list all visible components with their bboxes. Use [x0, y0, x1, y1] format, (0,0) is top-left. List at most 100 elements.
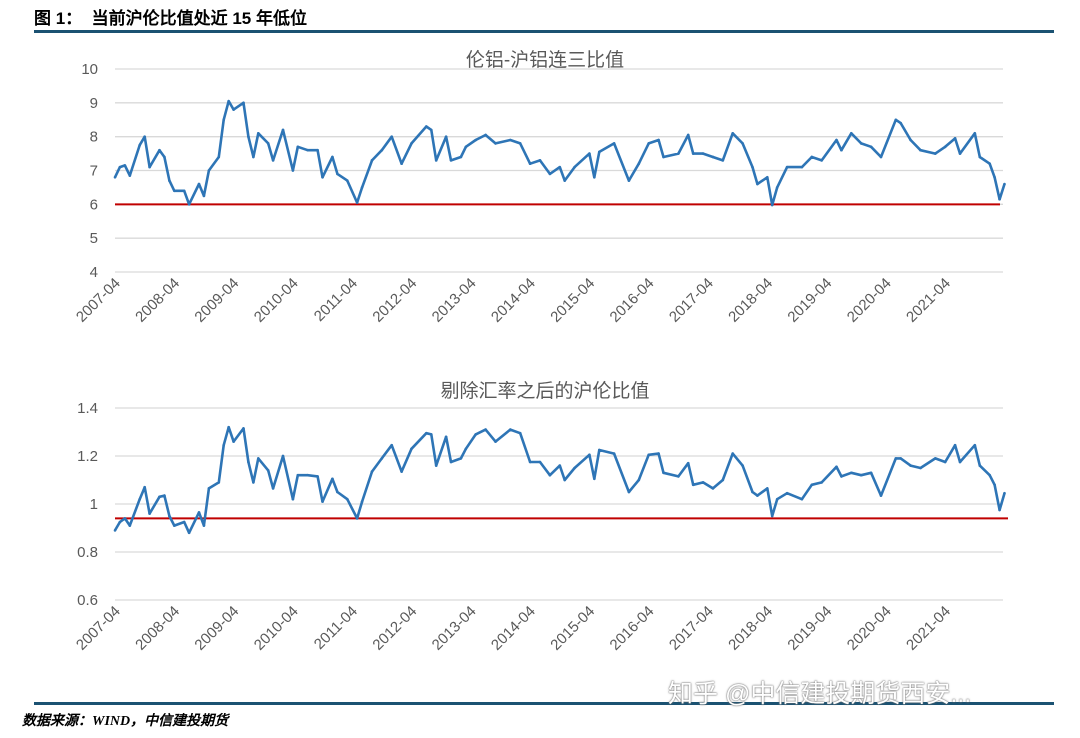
data-point: [390, 135, 394, 138]
data-point: [197, 511, 201, 514]
data-point: [434, 159, 438, 162]
data-point: [538, 460, 542, 464]
data-point: [662, 155, 665, 159]
y-tick-label: 1: [90, 496, 98, 513]
data-point: [637, 162, 641, 166]
x-tick-label: 2016-04: [607, 603, 658, 654]
data-point: [988, 162, 991, 166]
data-point: [835, 138, 838, 142]
x-tick-label: 2010-04: [251, 275, 302, 326]
data-point: [113, 175, 117, 179]
data-point: [973, 443, 977, 447]
data-point: [331, 155, 334, 159]
data-point: [232, 440, 235, 443]
data-point: [252, 481, 255, 484]
data-point: [756, 182, 759, 186]
x-tick-label: 2018-04: [725, 603, 776, 654]
data-point: [187, 203, 191, 206]
data-point: [998, 508, 1001, 512]
data-point: [721, 159, 725, 162]
data-point: [484, 428, 487, 431]
data-point: [879, 155, 883, 159]
x-tick-label: 2017-04: [666, 275, 717, 326]
data-point: [217, 155, 221, 159]
data-point: [548, 473, 552, 477]
data-point: [449, 460, 453, 464]
data-point: [222, 443, 226, 447]
x-tick-label: 2019-04: [784, 603, 835, 654]
data-point: [993, 483, 996, 487]
x-tick-label: 2020-04: [844, 603, 895, 654]
data-point: [879, 494, 883, 497]
data-point: [558, 464, 562, 467]
data-point: [474, 433, 478, 436]
x-tick-label: 2015-04: [547, 603, 598, 654]
data-point: [859, 473, 863, 477]
x-tick-label: 2007-04: [73, 275, 124, 326]
data-point: [766, 175, 769, 179]
data-point: [785, 165, 789, 169]
data-point: [958, 152, 962, 155]
data-point: [810, 483, 814, 487]
data-point: [627, 179, 631, 182]
data-point: [731, 452, 735, 455]
data-point: [306, 473, 310, 477]
y-tick-label: 7: [90, 163, 98, 180]
data-point: [869, 145, 873, 149]
data-point: [202, 524, 206, 527]
data-point: [242, 101, 245, 105]
top-rule: [34, 30, 1054, 33]
data-point: [894, 457, 898, 460]
data-point: [612, 452, 616, 455]
x-tick-label: 2020-04: [844, 275, 895, 326]
data-point: [573, 466, 576, 470]
data-point: [182, 520, 186, 524]
data-point: [291, 169, 295, 172]
data-point: [128, 524, 132, 527]
data-point: [869, 471, 873, 475]
data-point: [494, 142, 497, 145]
data-point: [271, 487, 275, 490]
x-tick-label: 2012-04: [369, 275, 420, 326]
data-point: [593, 175, 596, 179]
data-point: [173, 189, 176, 193]
y-tick-label: 5: [90, 230, 98, 247]
y-tick-label: 0.6: [77, 592, 98, 609]
data-point: [410, 142, 413, 145]
data-point: [785, 491, 789, 495]
data-point: [148, 165, 151, 169]
y-tick-label: 0.8: [77, 544, 98, 561]
data-point: [316, 148, 319, 152]
data-point: [943, 145, 947, 149]
data-point: [686, 133, 690, 137]
data-point: [691, 483, 695, 487]
data-point: [252, 155, 255, 159]
data-point: [1003, 182, 1006, 186]
data-point: [998, 197, 1001, 201]
data-point: [271, 159, 275, 162]
data-point: [1003, 491, 1006, 495]
data-point: [741, 142, 744, 145]
data-point: [296, 145, 300, 149]
data-point: [691, 152, 695, 155]
data-point: [509, 428, 512, 431]
data-point: [612, 142, 616, 145]
data-point: [741, 464, 744, 467]
data-point: [588, 453, 591, 457]
x-tick-label: 2014-04: [488, 275, 539, 326]
data-point: [257, 131, 260, 135]
x-tick-label: 2012-04: [369, 603, 420, 654]
data-point: [711, 487, 715, 490]
x-tick-label: 2015-04: [547, 275, 598, 326]
data-point: [840, 148, 843, 152]
data-point: [207, 169, 211, 172]
data-point: [345, 179, 349, 182]
data-point: [538, 159, 542, 162]
data-point: [973, 131, 977, 135]
x-tick-label: 2009-04: [191, 275, 242, 326]
data-point: [731, 131, 735, 135]
data-point: [138, 497, 142, 501]
data-point: [909, 464, 912, 467]
y-tick-label: 10: [81, 61, 98, 78]
data-point: [360, 186, 364, 189]
